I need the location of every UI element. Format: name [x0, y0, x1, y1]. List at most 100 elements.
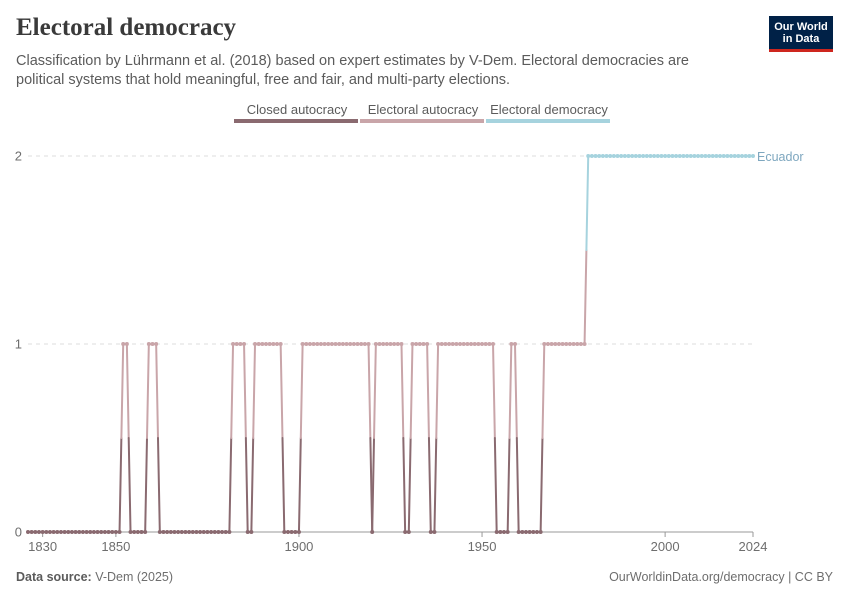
- data-point[interactable]: [117, 530, 122, 534]
- data-point[interactable]: [165, 530, 170, 534]
- data-point[interactable]: [465, 342, 470, 346]
- data-point[interactable]: [348, 342, 353, 346]
- data-point[interactable]: [139, 530, 144, 534]
- data-point[interactable]: [655, 154, 660, 158]
- data-point[interactable]: [718, 154, 723, 158]
- data-point[interactable]: [505, 530, 510, 534]
- data-point[interactable]: [253, 342, 258, 346]
- data-point[interactable]: [637, 154, 642, 158]
- data-point[interactable]: [414, 342, 419, 346]
- data-point[interactable]: [432, 530, 437, 534]
- data-point[interactable]: [80, 530, 85, 534]
- data-point[interactable]: [399, 342, 404, 346]
- data-point[interactable]: [190, 530, 195, 534]
- data-point[interactable]: [289, 530, 294, 534]
- data-point[interactable]: [55, 530, 60, 534]
- data-point[interactable]: [593, 154, 598, 158]
- data-point[interactable]: [329, 342, 334, 346]
- data-point[interactable]: [84, 530, 89, 534]
- data-point[interactable]: [747, 154, 752, 158]
- data-source-value[interactable]: V-Dem (2025): [95, 570, 174, 584]
- data-point[interactable]: [62, 530, 67, 534]
- data-point[interactable]: [198, 530, 203, 534]
- data-point[interactable]: [707, 154, 712, 158]
- data-point[interactable]: [447, 342, 452, 346]
- data-point[interactable]: [469, 342, 474, 346]
- data-point[interactable]: [699, 154, 704, 158]
- data-point[interactable]: [274, 342, 279, 346]
- data-point[interactable]: [751, 154, 755, 158]
- data-point[interactable]: [296, 530, 301, 534]
- data-point[interactable]: [659, 154, 664, 158]
- data-point[interactable]: [216, 530, 221, 534]
- data-point[interactable]: [168, 530, 173, 534]
- data-point[interactable]: [443, 342, 448, 346]
- data-point[interactable]: [549, 342, 554, 346]
- data-point[interactable]: [608, 154, 613, 158]
- data-point[interactable]: [58, 530, 63, 534]
- data-point[interactable]: [688, 154, 693, 158]
- data-point[interactable]: [428, 530, 433, 534]
- data-point[interactable]: [344, 342, 349, 346]
- data-point[interactable]: [242, 342, 247, 346]
- data-point[interactable]: [670, 154, 675, 158]
- data-point[interactable]: [366, 342, 371, 346]
- data-point[interactable]: [564, 342, 569, 346]
- data-point[interactable]: [362, 342, 367, 346]
- data-point[interactable]: [318, 342, 323, 346]
- data-point[interactable]: [421, 342, 426, 346]
- data-point[interactable]: [110, 530, 115, 534]
- data-point[interactable]: [69, 530, 74, 534]
- data-point[interactable]: [725, 154, 730, 158]
- data-point[interactable]: [703, 154, 708, 158]
- data-point[interactable]: [509, 342, 514, 346]
- data-point[interactable]: [589, 154, 594, 158]
- data-point[interactable]: [201, 530, 206, 534]
- data-point[interactable]: [271, 342, 276, 346]
- data-point[interactable]: [381, 342, 386, 346]
- legend-label[interactable]: Electoral democracy: [490, 102, 608, 117]
- data-point[interactable]: [337, 342, 342, 346]
- data-point[interactable]: [597, 154, 602, 158]
- data-point[interactable]: [388, 342, 393, 346]
- data-point[interactable]: [304, 342, 309, 346]
- data-point[interactable]: [461, 342, 466, 346]
- data-point[interactable]: [644, 154, 649, 158]
- data-point[interactable]: [44, 530, 49, 534]
- data-point[interactable]: [260, 342, 265, 346]
- data-point[interactable]: [373, 342, 378, 346]
- data-point[interactable]: [692, 154, 697, 158]
- data-point[interactable]: [512, 342, 517, 346]
- data-point[interactable]: [586, 154, 591, 158]
- legend-label[interactable]: Electoral autocracy: [368, 102, 479, 117]
- data-point[interactable]: [604, 154, 609, 158]
- data-point[interactable]: [172, 530, 177, 534]
- data-point[interactable]: [652, 154, 657, 158]
- data-point[interactable]: [567, 342, 572, 346]
- data-point[interactable]: [622, 154, 627, 158]
- data-point[interactable]: [545, 342, 550, 346]
- data-point[interactable]: [285, 530, 290, 534]
- source-url[interactable]: OurWorldinData.org/democracy | CC BY: [609, 570, 833, 584]
- legend-swatch[interactable]: [234, 119, 358, 123]
- data-point[interactable]: [538, 530, 543, 534]
- data-point[interactable]: [88, 530, 93, 534]
- data-point[interactable]: [102, 530, 107, 534]
- data-point[interactable]: [516, 530, 521, 534]
- data-point[interactable]: [238, 342, 243, 346]
- data-point[interactable]: [293, 530, 298, 534]
- data-point[interactable]: [220, 530, 225, 534]
- data-point[interactable]: [553, 342, 558, 346]
- data-point[interactable]: [696, 154, 701, 158]
- data-point[interactable]: [377, 342, 382, 346]
- data-point[interactable]: [315, 342, 320, 346]
- legend-swatch[interactable]: [360, 119, 484, 123]
- data-point[interactable]: [146, 342, 151, 346]
- data-point[interactable]: [494, 530, 499, 534]
- data-point[interactable]: [476, 342, 481, 346]
- data-point[interactable]: [29, 530, 34, 534]
- data-point[interactable]: [736, 154, 741, 158]
- data-point[interactable]: [187, 530, 192, 534]
- data-point[interactable]: [483, 342, 488, 346]
- data-point[interactable]: [154, 342, 159, 346]
